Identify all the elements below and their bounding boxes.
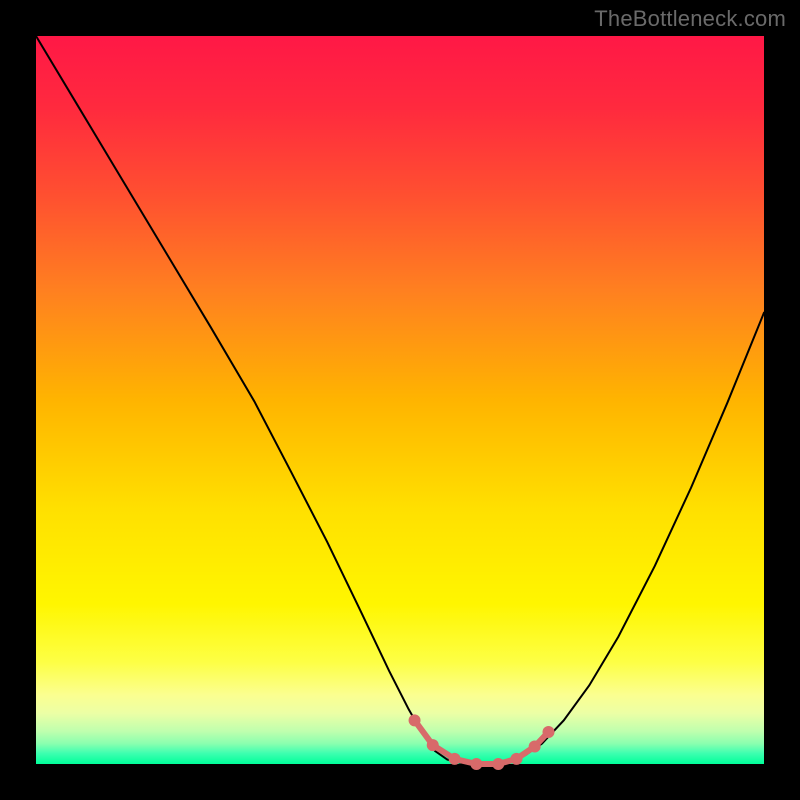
plot-background [36, 36, 764, 764]
overlay-marker [543, 726, 555, 738]
overlay-marker [510, 753, 522, 765]
overlay-marker [449, 753, 461, 765]
watermark-text: TheBottleneck.com [594, 6, 786, 32]
overlay-marker [427, 739, 439, 751]
overlay-marker [470, 758, 482, 770]
overlay-marker [492, 758, 504, 770]
chart-stage: TheBottleneck.com [0, 0, 800, 800]
overlay-marker [529, 741, 541, 753]
bottleneck-curve-chart [0, 0, 800, 800]
overlay-marker [409, 714, 421, 726]
